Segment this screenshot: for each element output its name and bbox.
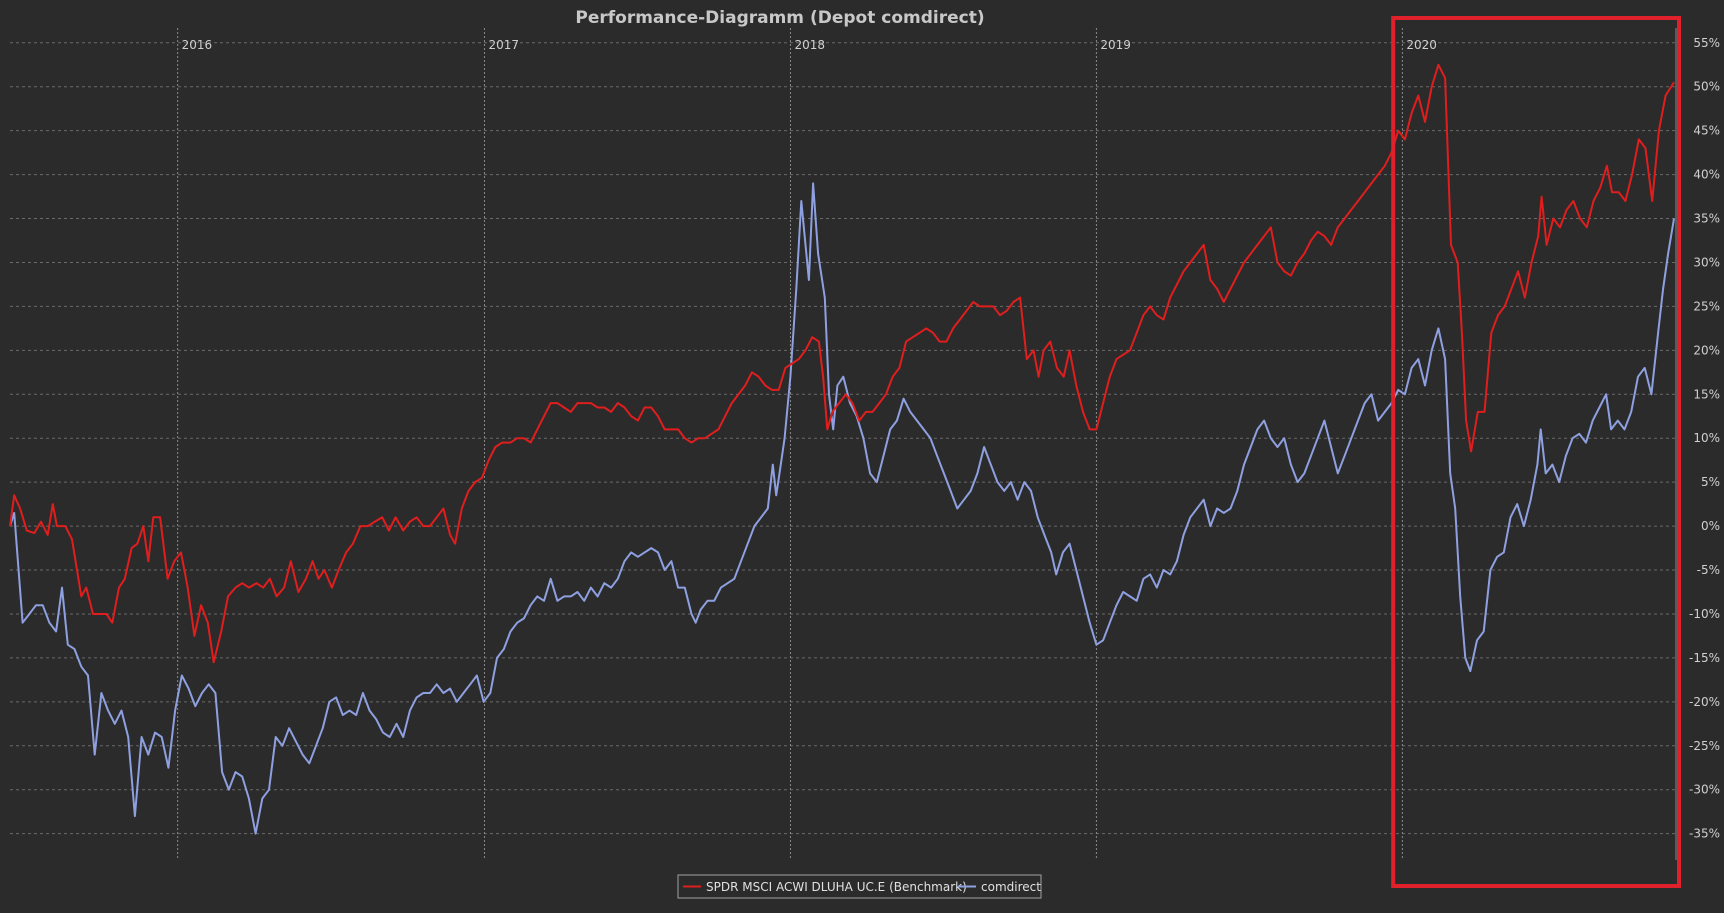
legend-box	[677, 874, 1042, 899]
x-tick-label: 2018	[794, 38, 825, 52]
series-line-benchmark	[9, 63, 1675, 664]
y-tick-label: -35%	[1689, 827, 1720, 841]
y-tick-label: -30%	[1689, 783, 1720, 797]
y-tick-label: 10%	[1693, 431, 1720, 445]
y-tick-label: 0%	[1701, 519, 1720, 533]
series-lines	[9, 63, 1675, 835]
legend-label-comdirect: comdirect	[981, 880, 1041, 894]
y-tick-label: -15%	[1689, 651, 1720, 665]
y-tick-label: 55%	[1693, 36, 1720, 50]
y-tick-label: 35%	[1693, 212, 1720, 226]
y-tick-label: 45%	[1693, 124, 1720, 138]
legend-label-benchmark: SPDR MSCI ACWI DLUHA UC.E (Benchmark)	[706, 880, 967, 894]
y-tick-label: -10%	[1689, 607, 1720, 621]
x-tick-label: 2020	[1406, 38, 1437, 52]
y-tick-label: 5%	[1701, 475, 1720, 489]
y-tick-label: 40%	[1693, 168, 1720, 182]
highlight-box	[1391, 16, 1681, 888]
chart-title: Performance-Diagramm (Depot comdirect)	[575, 8, 984, 28]
y-tick-label: 20%	[1693, 343, 1720, 357]
y-tick-label: 30%	[1693, 255, 1720, 269]
y-tick-label: -25%	[1689, 739, 1720, 753]
x-tick-label: 2017	[488, 38, 519, 52]
y-tick-label: 15%	[1693, 387, 1720, 401]
legend: SPDR MSCI ACWI DLUHA UC.E (Benchmark) co…	[677, 874, 1042, 899]
y-tick-label: 25%	[1693, 299, 1720, 313]
y-tick-label: -20%	[1689, 695, 1720, 709]
y-axis-ticks: -35% -30% -25% -20% -15% -10% -5% 0% 5% 10% 15% 20%…	[1689, 36, 1720, 841]
y-tick-label: -5%	[1697, 563, 1720, 577]
x-tick-label: 2016	[182, 38, 213, 52]
x-axis-ticks: 2016 2017 2018 2019 2020	[182, 38, 1437, 52]
x-tick-label: 2019	[1100, 38, 1131, 52]
y-tick-label: 50%	[1693, 80, 1720, 94]
